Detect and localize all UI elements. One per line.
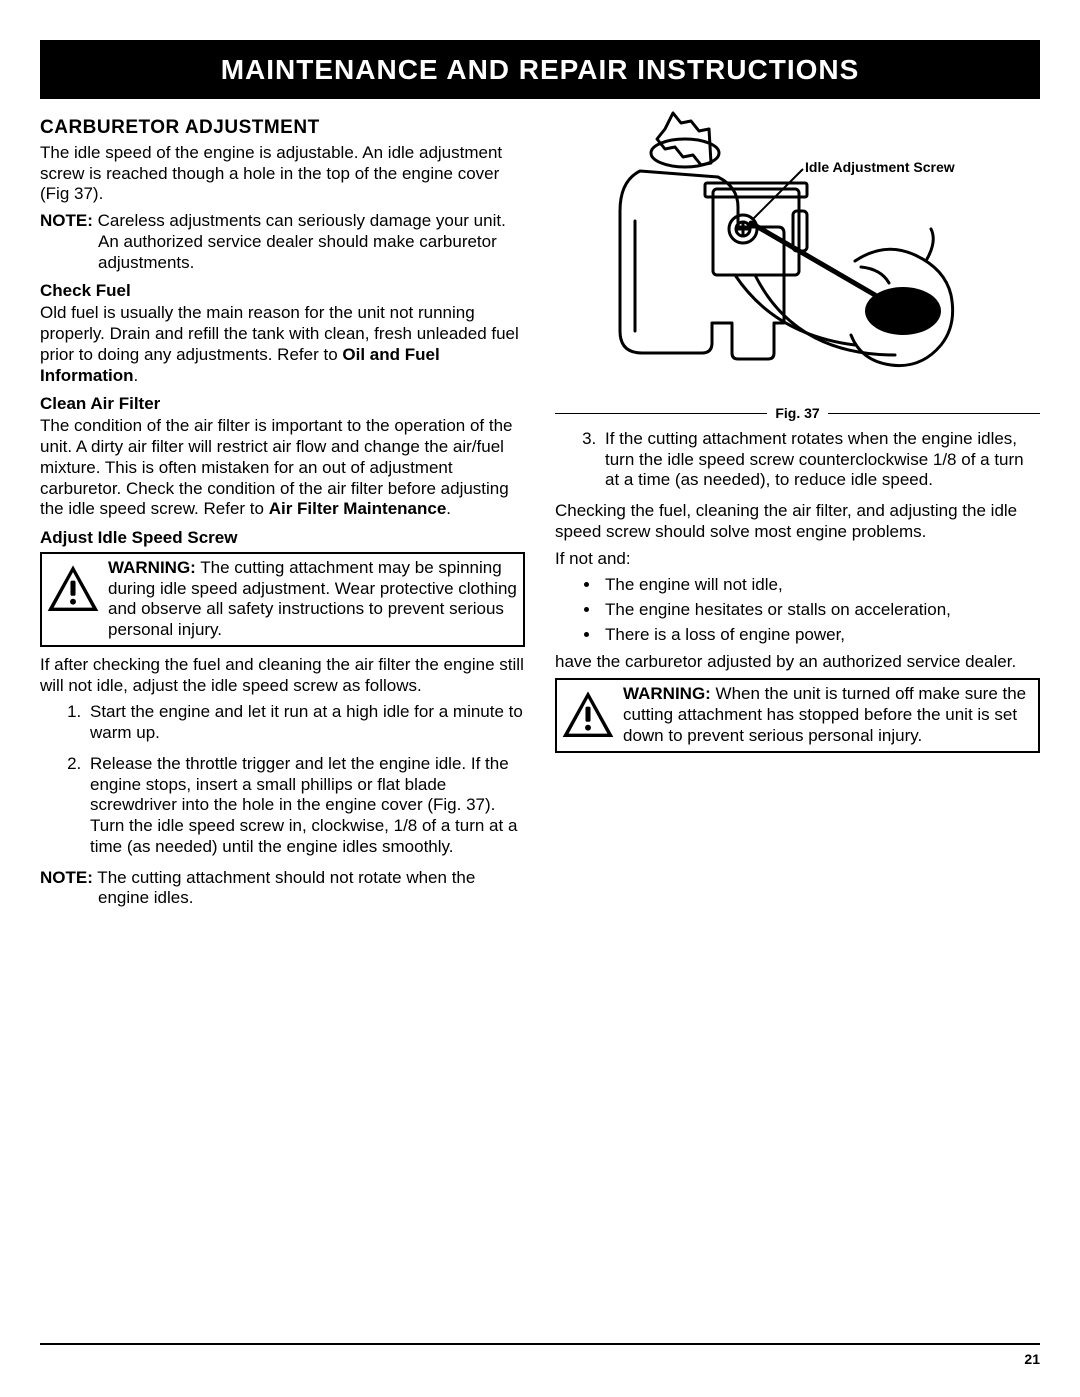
figure-callout-label: Idle Adjustment Screw [805,159,955,175]
symptom-3: There is a loss of engine power, [601,625,1040,646]
adjust-steps-list-cont: If the cutting attachment rotates when t… [555,429,1040,491]
symptom-2: The engine hesitates or stalls on accele… [601,600,1040,621]
figure-37: Idle Adjustment Screw [555,111,1040,401]
after-check-paragraph: If after checking the fuel and cleaning … [40,655,525,696]
clean-air-bold: Air Filter Maintenance [269,499,447,518]
step-2: Release the throttle trigger and let the… [86,754,525,858]
figure-caption: Fig. 37 [555,405,1040,421]
symptom-1: The engine will not idle, [601,575,1040,596]
check-fuel-text-b: . [134,366,139,385]
if-not-paragraph: If not and: [555,549,1040,570]
heading-clean-air: Clean Air Filter [40,394,525,414]
warning-icon [46,562,100,616]
heading-check-fuel: Check Fuel [40,281,525,301]
note2-text: The cutting attachment should not rotate… [93,868,475,908]
section-heading-carburetor: Carburetor Adjustment [40,117,525,139]
warning-label-1: WARNING: [108,558,196,577]
manual-page: Maintenance and Repair Instructions Carb… [0,0,1080,1397]
check-fuel-paragraph: Old fuel is usually the main reason for … [40,303,525,386]
figure-caption-text: Fig. 37 [775,405,819,421]
note-label: NOTE: [40,211,93,230]
step-1: Start the engine and let it run at a hig… [86,702,525,743]
warning-icon [561,688,615,742]
heading-adjust-idle: Adjust Idle Speed Screw [40,528,525,548]
clean-air-paragraph: The condition of the air filter is impor… [40,416,525,520]
two-column-layout: Carburetor Adjustment The idle speed of … [40,111,1040,1343]
warning-box-1: WARNING: The cutting attachment may be s… [40,552,525,647]
warning-box-2: WARNING: When the unit is turned off mak… [555,678,1040,752]
page-number: 21 [1024,1351,1040,1367]
right-column: Idle Adjustment Screw Fig. 37 If the cut… [555,111,1040,1343]
checking-paragraph: Checking the fuel, cleaning the air filt… [555,501,1040,542]
warning-text-2: WARNING: When the unit is turned off mak… [623,684,1032,746]
warning-label-2: WARNING: [623,684,711,703]
left-column: Carburetor Adjustment The idle speed of … [40,111,525,1343]
adjust-steps-list: Start the engine and let it run at a hig… [40,702,525,857]
check-fuel-text-a: Old fuel is usually the main reason for … [40,303,519,363]
clean-air-text-b: . [446,499,451,518]
page-banner: Maintenance and Repair Instructions [40,40,1040,99]
page-footer: 21 [40,1343,1040,1367]
note2-paragraph: NOTE: The cutting attachment should not … [40,868,525,909]
note-text: Careless adjustments can seriously damag… [93,211,506,271]
have-paragraph: have the carburetor adjusted by an autho… [555,652,1040,673]
carburetor-illustration [555,111,1025,401]
step-3: If the cutting attachment rotates when t… [601,429,1040,491]
symptom-list: The engine will not idle, The engine hes… [555,575,1040,645]
note-paragraph: NOTE: Careless adjustments can seriously… [40,211,525,273]
warning-text-1: WARNING: The cutting attachment may be s… [108,558,517,641]
note2-label: NOTE: [40,868,93,887]
intro-paragraph: The idle speed of the engine is adjustab… [40,143,525,205]
